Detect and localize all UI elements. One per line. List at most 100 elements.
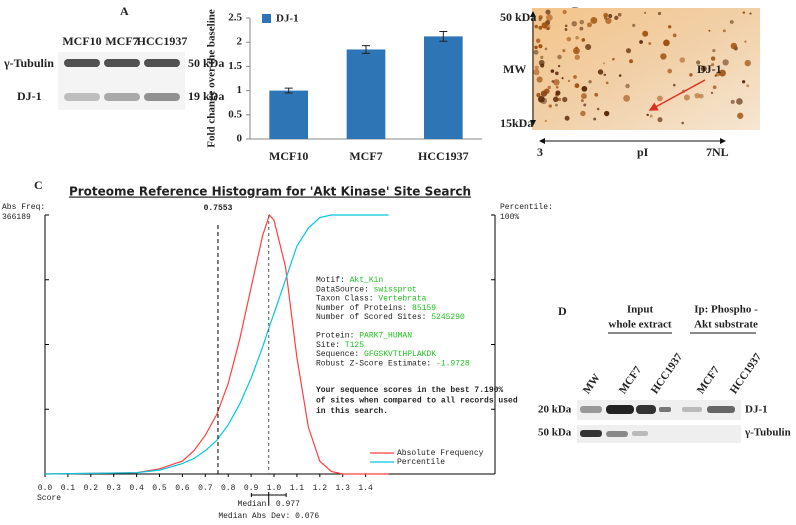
note-line: Your sequence scores in the best 7.190% [316, 386, 503, 395]
x-tick-label: 0.8 [221, 484, 236, 493]
gel-spot [742, 11, 746, 14]
info-label: Taxon Class: [316, 295, 378, 304]
gel-spot [538, 44, 543, 49]
gel-spot [557, 64, 561, 68]
panel-label: D [558, 304, 567, 318]
group-label: whole extract [608, 319, 672, 331]
mw-label: MW [503, 62, 526, 76]
gel-spot [574, 83, 580, 89]
gel-spot [534, 24, 539, 29]
gel-spot [555, 85, 559, 89]
spot-label: DJ-1 [697, 62, 722, 76]
gel-spot [596, 107, 600, 111]
threshold-label: 0.7553 [204, 204, 233, 213]
x-tick-label: HCC1937 [418, 149, 469, 163]
gel-spot [712, 85, 717, 90]
ph-label: 3 [537, 145, 543, 159]
lane-label: MCF7 [105, 34, 138, 48]
gel-spot [535, 38, 541, 44]
gel-spot [546, 14, 553, 21]
gel-spot [644, 11, 647, 14]
lane-label: MCF7 [695, 364, 723, 396]
band [632, 431, 648, 436]
gel [532, 8, 760, 130]
legend-label: Percentile [397, 458, 445, 467]
y-tick-label: 0.5 [228, 108, 242, 120]
group-label: Input [627, 304, 654, 316]
gel-spot [580, 93, 587, 100]
group-label: Ip: Phospho - [694, 304, 758, 316]
info-line: Number of Proteins: 85159 [316, 304, 436, 313]
gel-spot [667, 68, 673, 74]
y-axis-label: Fold change over the baseline [206, 9, 218, 148]
x-tick-label: MCF7 [349, 149, 382, 163]
gel-spot [538, 95, 545, 103]
band [606, 405, 634, 414]
gel-spot [603, 12, 609, 18]
gel-spot [603, 62, 606, 65]
error-bar [439, 31, 448, 42]
gel-spot [566, 36, 572, 42]
lane-label: MCF7 [617, 364, 645, 396]
gel-spot [632, 23, 636, 27]
info-line: Sequence: GFGSKVTtHPLAKDK [316, 350, 436, 359]
info-label: Protein: [316, 332, 359, 341]
legend-label: Absolute Frequency [397, 449, 484, 458]
ph-label: 7NL [706, 145, 729, 159]
gel-spot [689, 73, 693, 77]
gel-spot [557, 54, 562, 60]
gel-spot [564, 24, 568, 28]
y-tick-label: 0 [237, 133, 243, 145]
gel-spot [534, 65, 539, 70]
x-tick-label: 0.6 [175, 484, 190, 493]
x-tick-label: 1.0 [267, 484, 282, 493]
gel-spot [744, 59, 751, 67]
gel-spot [548, 104, 552, 108]
legend-swatch [262, 14, 271, 23]
gel-spot [539, 25, 542, 29]
info-value: PARK7_HUMAN [359, 332, 412, 341]
mw-label: 15kDa [500, 116, 533, 130]
x-tick-label: 0.5 [152, 484, 167, 493]
gel-spot [696, 60, 701, 65]
gel-spot [590, 17, 598, 24]
gel-spot [700, 65, 707, 72]
gel-spot [579, 26, 584, 31]
gel-spot [536, 92, 541, 98]
gel-spot [567, 79, 571, 83]
gel-spot [534, 45, 538, 50]
gel-spot [698, 93, 704, 99]
gel-spot [657, 95, 663, 102]
gel-spot [572, 47, 580, 55]
gel-spot [646, 113, 649, 117]
gel-spot [618, 74, 622, 77]
ph-label: pI [637, 145, 649, 159]
gel-spot [594, 92, 599, 97]
gel-spot [614, 15, 619, 21]
gel-spot [749, 12, 752, 15]
row-label: DJ-1 [17, 89, 42, 103]
band [707, 406, 735, 413]
x-tick-label: 1.2 [313, 484, 328, 493]
info-value: T125 [345, 341, 364, 350]
note-line: of sites when compared to all records us… [316, 396, 518, 405]
y-tick-label: 1 [237, 84, 243, 96]
bar [424, 36, 463, 139]
error-bar [284, 87, 293, 94]
gel-spot [555, 71, 559, 76]
gel-spot [562, 49, 566, 53]
band [580, 430, 602, 437]
gel-spot [625, 83, 630, 89]
gel-spot [660, 53, 667, 60]
band [104, 93, 140, 101]
x-tick-label: 0.9 [244, 484, 259, 493]
gel-spot [608, 13, 613, 18]
info-value: GFGSKVTtHPLAKDK [364, 350, 436, 359]
lane-label: HCC1937 [649, 351, 686, 396]
gel-spot [718, 69, 726, 77]
gel-spots [533, 9, 752, 125]
gel-spot [540, 55, 544, 59]
gel-spot [597, 69, 604, 75]
gel-spot [708, 29, 711, 32]
